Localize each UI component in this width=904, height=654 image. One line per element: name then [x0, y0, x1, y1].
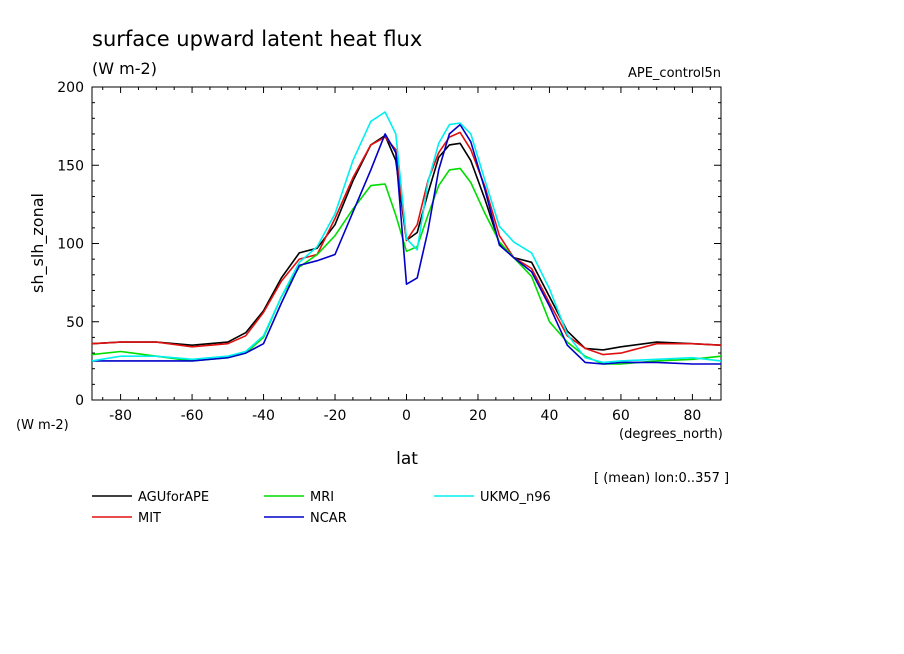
y-tick-label: 150: [57, 158, 84, 174]
legend-label: NCAR: [310, 511, 347, 526]
dataset-label: APE_control5n: [628, 66, 721, 81]
series-line-ukmo_n96: [91, 111, 722, 364]
plot-frame: [91, 86, 722, 401]
series-line-aguforape: [91, 134, 722, 351]
x-tick-label: 80: [683, 408, 701, 424]
y-tick-label: 100: [57, 237, 84, 253]
legend: AGUforAPE MIT MRI NCAR UKMO_n96: [92, 490, 551, 526]
y-tick-label: 50: [66, 315, 84, 331]
x-axis-units: (degrees_north): [619, 427, 723, 442]
axis-tick-labels: -80 -60 -40 -20 0 20 40 60 80 0 50 100 150 200: [57, 80, 701, 424]
legend-label: AGUforAPE: [138, 490, 209, 505]
chart-title: surface upward latent heat flux: [92, 27, 422, 51]
x-tick-label: 40: [541, 408, 559, 424]
y-tick-label: 0: [75, 393, 84, 409]
x-tick-label: -80: [109, 408, 132, 424]
series-line-mri: [91, 167, 722, 365]
x-tick-label: 20: [469, 408, 487, 424]
series-lines: [91, 111, 722, 365]
x-axis-label: lat: [396, 449, 418, 469]
chart-subtitle: (W m-2): [92, 59, 157, 78]
series-line-mit: [91, 131, 722, 356]
y-axis-label: sh_slh_zonal: [28, 193, 48, 293]
series-line-ncar: [92, 123, 721, 365]
x-tick-label: -20: [324, 408, 347, 424]
mean-note: [ (mean) lon:0..357 ]: [594, 471, 729, 486]
x-tick-label: 60: [612, 408, 630, 424]
y-tick-label: 200: [57, 80, 84, 96]
x-tick-label: 0: [402, 408, 411, 424]
x-tick-label: -40: [252, 408, 275, 424]
y-axis-units: (W m-2): [16, 418, 69, 433]
legend-label: UKMO_n96: [480, 490, 551, 505]
legend-label: MRI: [310, 490, 334, 505]
x-tick-label: -60: [181, 408, 204, 424]
legend-label: MIT: [138, 511, 161, 526]
axis-ticks: [92, 86, 721, 401]
